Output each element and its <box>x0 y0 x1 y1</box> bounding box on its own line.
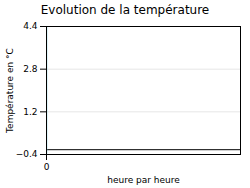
svg-text:Température en °C: Température en °C <box>5 48 15 134</box>
svg-text:1.2: 1.2 <box>23 107 37 117</box>
svg-text:heure par heure: heure par heure <box>107 175 180 185</box>
svg-text:2.8: 2.8 <box>23 64 38 74</box>
svg-text:0: 0 <box>44 162 50 172</box>
svg-text:4.4: 4.4 <box>23 21 38 31</box>
svg-text:−0.4: −0.4 <box>16 149 38 159</box>
html-text:Evolution de la température: Evolution de la température <box>40 3 210 17</box>
